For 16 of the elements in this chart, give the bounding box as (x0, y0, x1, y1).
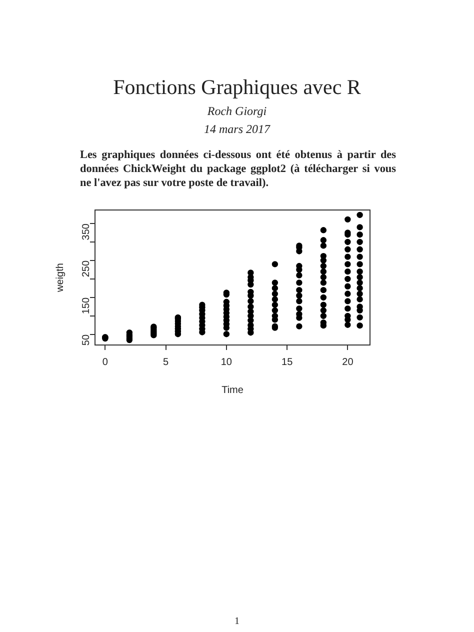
x-tick-label: 10 (220, 356, 232, 368)
y-tick-label: 250 (80, 260, 92, 278)
y-axis-title: weigth (54, 263, 66, 293)
chart-title: Fonctions Graphiques avec R (112, 75, 362, 100)
chart-subtitle: Roch Giorgi (206, 104, 268, 119)
text: 1 (234, 616, 240, 627)
text: 14 mars 2017 (202, 122, 272, 137)
y-tick-label: 350 (80, 223, 92, 240)
x-tick-label: 20 (342, 356, 354, 368)
text: Les graphiques données ci-dessous ont été obtenus à partir des données ChickWeight du package ggplot2 (à télécharger si vous ne l'avez pas sur votre poste de travail). (80, 148, 396, 190)
x-tick-label: 15 (282, 356, 294, 368)
x-tick-label: 0 (102, 356, 108, 368)
x-axis-title: Time (222, 384, 244, 396)
y-tick-label: 150 (80, 297, 92, 314)
y-tick-label: 50 (80, 334, 92, 346)
x-tick-label: 5 (163, 356, 170, 368)
